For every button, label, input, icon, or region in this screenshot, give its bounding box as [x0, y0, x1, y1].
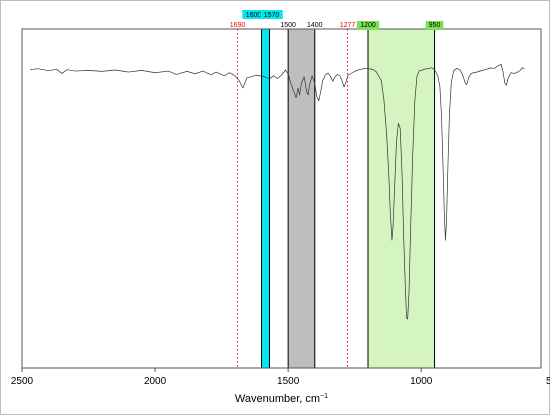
bands-layer	[261, 28, 436, 369]
marker-label-1277: 1277	[340, 22, 356, 29]
x-axis-title-superscript: −1	[320, 393, 328, 400]
band-label-950: 950	[429, 22, 441, 29]
band-label-bg-1600	[242, 10, 265, 19]
x-tick-label-1000: 1000	[410, 376, 433, 387]
band-label-bg-950	[425, 21, 444, 30]
x-tick-label-2500: 2500	[11, 376, 34, 387]
spectrum-line	[29, 63, 525, 320]
band-gray-1	[287, 28, 316, 369]
x-tick-label-2000: 2000	[144, 376, 167, 387]
band-label-1570: 1570	[264, 12, 280, 19]
marker-label-1690: 1690	[230, 22, 246, 29]
plot-frame	[21, 28, 542, 369]
band-green-2	[367, 28, 436, 369]
x-axis: 2500 2000 1500 1000 500	[11, 368, 550, 387]
markers-layer	[237, 29, 349, 368]
x-axis-title: Wavenumber, cm−1	[235, 393, 328, 405]
x-axis-title-text: Wavenumber, cm	[235, 393, 320, 405]
band-label-1600: 1600	[246, 12, 262, 19]
x-tick-label-500: 500	[546, 376, 550, 387]
band-label-1200: 1200	[360, 22, 376, 29]
band-label-bg-1570	[260, 10, 283, 19]
x-tick-label-1500: 1500	[277, 376, 300, 387]
band-label-1400: 1400	[307, 22, 323, 29]
band-label-bg-1200	[356, 21, 380, 30]
band-label-1500: 1500	[280, 22, 296, 29]
band-cyan-0	[261, 28, 271, 369]
